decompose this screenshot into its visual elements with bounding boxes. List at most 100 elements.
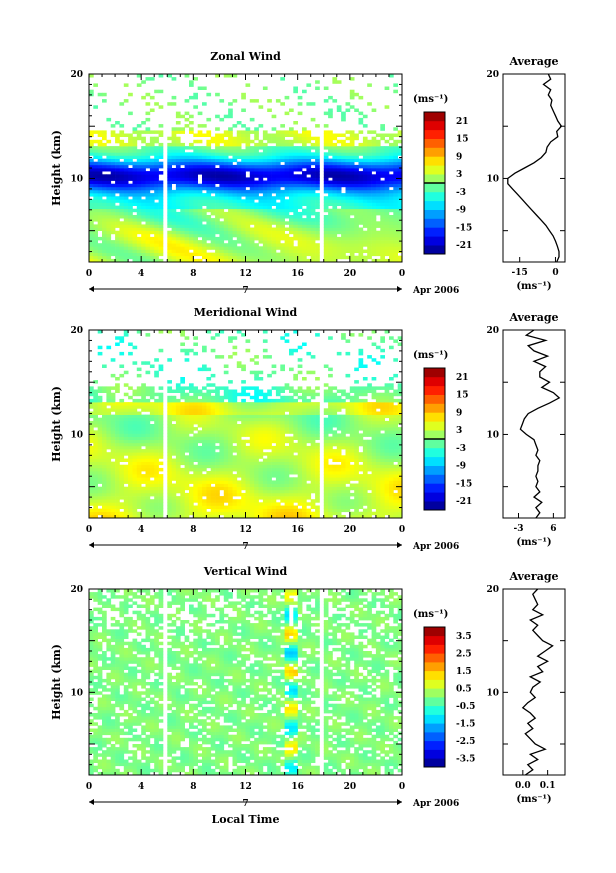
heatmap-cell [289, 449, 294, 453]
heatmap-cell [371, 246, 377, 250]
heatmap-cell [302, 449, 307, 453]
heatmap-cell [241, 474, 246, 478]
heatmap-cell [284, 339, 290, 343]
heatmap-cell [89, 464, 94, 469]
heatmap-cell [132, 502, 138, 506]
heatmap-cell [389, 227, 394, 231]
heatmap-cell [123, 486, 129, 491]
heatmap-cell [241, 420, 246, 425]
heatmap-cell [280, 436, 285, 440]
heatmap-cell [349, 130, 355, 134]
heatmap-cell [210, 168, 216, 172]
heatmap-cell [145, 127, 151, 131]
heatmap-cell [145, 508, 151, 513]
heatmap-cell [345, 199, 351, 203]
heatmap-cell [354, 149, 359, 153]
heatmap-cell [175, 139, 181, 144]
heatmap-cell [384, 227, 390, 231]
heatmap-cell [332, 77, 338, 81]
heatmap-cell [280, 224, 285, 228]
heatmap-cell [297, 161, 303, 166]
heatmap-cell [154, 433, 159, 437]
heatmap-cell [193, 183, 198, 188]
heatmap-cell [106, 445, 112, 450]
heatmap-cell [262, 442, 268, 447]
heatmap-cell [232, 445, 238, 450]
heatmap-cell [249, 171, 255, 175]
heatmap-cell [228, 189, 233, 194]
heatmap-cell [132, 243, 138, 247]
heatmap-cell [202, 146, 207, 150]
heatmap-cell [110, 511, 116, 516]
heatmap-cell [206, 177, 212, 181]
heatmap-cell [245, 133, 251, 137]
heatmap-cell [184, 420, 190, 425]
heatmap-cell [271, 152, 277, 156]
heatmap-cell [223, 477, 229, 481]
heatmap-cell [284, 243, 290, 247]
heatmap-cell [275, 193, 281, 197]
heatmap-cell [228, 205, 233, 210]
heatmap-cell [254, 164, 259, 169]
heatmap-cell [136, 439, 142, 444]
heatmap-cell [115, 439, 120, 444]
heatmap-cell [358, 215, 364, 219]
heatmap-cell [115, 486, 120, 491]
heatmap-cell [106, 439, 112, 444]
heatmap-cell [175, 480, 181, 484]
heatmap-cell [232, 230, 238, 235]
heatmap-cell [158, 243, 164, 247]
heatmap-cell [149, 414, 155, 419]
heatmap-cell [328, 243, 333, 247]
heatmap-cell [89, 511, 94, 516]
heatmap-cell [258, 430, 264, 434]
heatmap-cell [132, 164, 138, 169]
heatmap-cell [110, 161, 116, 166]
heatmap-cell [89, 455, 94, 459]
heatmap-cell [345, 240, 351, 244]
heatmap-cell [254, 174, 259, 178]
heatmap-cell [123, 402, 129, 406]
heatmap-cell [184, 483, 190, 487]
heatmap-cell [389, 146, 394, 150]
heatmap-cell [245, 158, 251, 163]
heatmap-cell [89, 430, 94, 434]
heatmap-cell [275, 505, 281, 509]
heatmap-cell [215, 193, 220, 197]
heatmap-cell [236, 364, 242, 368]
heatmap-cell [380, 199, 385, 203]
heatmap-cell [115, 502, 120, 506]
heatmap-cell [123, 215, 129, 219]
heatmap-cell [141, 155, 146, 159]
heatmap-cell [297, 139, 303, 144]
heatmap-cell [97, 492, 103, 497]
heatmap-cell [158, 486, 164, 491]
heatmap-cell [180, 193, 185, 197]
heatmap-cell [215, 174, 220, 178]
heatmap-cell [232, 345, 238, 350]
heatmap-cell [284, 130, 290, 134]
heatmap-cell [236, 177, 242, 181]
heatmap-cell [119, 215, 125, 219]
heatmap-cell [349, 174, 355, 178]
heatmap-cell [293, 164, 298, 169]
heatmap-cell [332, 174, 338, 178]
heatmap-cell [167, 511, 172, 516]
heatmap-cell [219, 461, 225, 466]
heatmap-cell [215, 333, 220, 337]
heatmap-cell [149, 152, 155, 156]
heatmap-cell [197, 508, 203, 513]
heatmap-cell [210, 224, 216, 228]
heatmap-cell [97, 499, 103, 503]
heatmap-cell [267, 420, 272, 425]
heatmap-cell [267, 467, 272, 472]
heatmap-cell [280, 177, 285, 181]
heatmap-cell [110, 208, 116, 213]
heatmap-cell [197, 183, 203, 188]
heatmap-cell [384, 252, 390, 257]
heatmap-cell [280, 364, 285, 368]
heatmap-cell [106, 180, 112, 184]
heatmap-cell [241, 136, 246, 141]
heatmap-cell [119, 411, 125, 415]
heatmap-cell [323, 164, 329, 169]
